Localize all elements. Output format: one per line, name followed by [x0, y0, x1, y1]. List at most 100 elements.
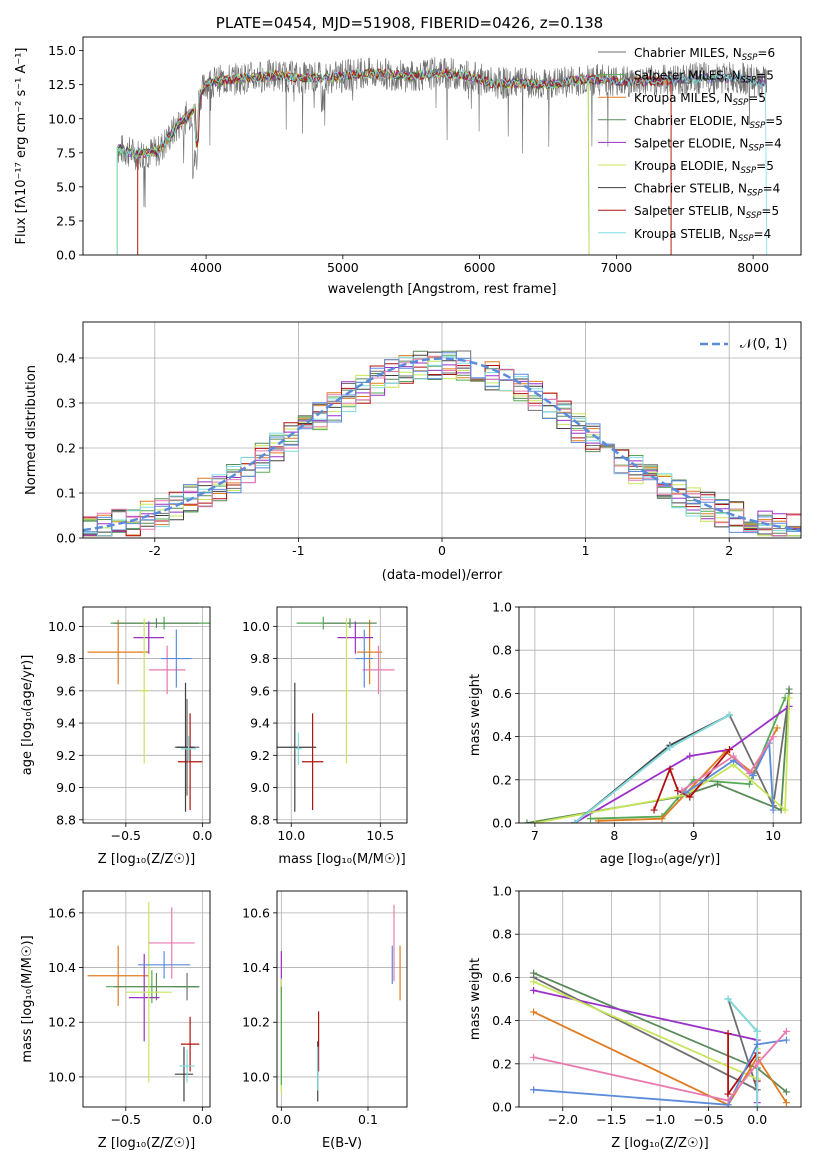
y-tick-label: 10.0	[48, 1069, 76, 1084]
plot-area	[277, 891, 407, 1107]
y-tick-label: 10.0	[48, 111, 76, 126]
error-bar	[180, 735, 197, 762]
x-tick-label: −1.0	[645, 1112, 675, 1127]
x-axis-label: Z [log₁₀(Z/Z☉)]	[98, 852, 195, 867]
weight-marker	[678, 787, 686, 795]
x-tick-label: 0.0	[192, 828, 212, 843]
y-tick-label: 0.0	[56, 248, 76, 263]
weight-marker	[769, 806, 777, 814]
y-tick-label: 10.2	[242, 1015, 270, 1030]
y-tick-label: 0.2	[56, 441, 76, 456]
y-axis-label: mass weight	[468, 958, 483, 1040]
y-tick-label: 9.4	[250, 716, 270, 731]
model-spectrum-line	[137, 68, 672, 255]
weight-marker	[666, 765, 674, 773]
y-tick-label: 10.2	[48, 1015, 76, 1030]
x-tick-label: -1	[292, 543, 304, 558]
error-bar	[277, 682, 317, 812]
weight-marker	[658, 815, 666, 823]
plot-area	[519, 891, 801, 1107]
y-tick-label: 12.5	[48, 77, 76, 92]
error-bar	[323, 618, 377, 628]
model-spectrum-line	[116, 68, 768, 255]
x-tick-label: −2.0	[548, 1112, 578, 1127]
legend-name: Salpeter MILES	[634, 69, 724, 83]
x-tick-label: 8	[610, 828, 618, 843]
model-spectrum-line	[137, 67, 672, 255]
weight-line	[574, 705, 790, 823]
x-axis-label: age [log₁₀(age/yr)]	[600, 852, 721, 867]
legend-name: Kroupa ELODIE	[634, 159, 724, 173]
weight-marker	[749, 771, 757, 779]
error-bar	[176, 682, 195, 812]
legend-nssp: 4	[773, 182, 781, 196]
y-tick-label: 10.0	[242, 1069, 270, 1084]
weight-marker	[781, 806, 789, 814]
y-tick-label: 0.6	[492, 970, 512, 985]
error-bar	[138, 951, 191, 979]
y-tick-label: 8.8	[250, 812, 270, 827]
error-bar	[125, 901, 172, 1083]
y-tick-label: 9.0	[250, 780, 270, 795]
legend-entry: Salpeter MILES, NSSP=5	[634, 69, 774, 86]
weight-marker	[745, 769, 753, 777]
legend-nssp: 4	[774, 136, 782, 150]
histogram-line	[83, 352, 801, 534]
error-bar	[301, 713, 324, 811]
legend-entry: Chabrier MILES, NSSP=6	[634, 46, 775, 63]
error-bar	[179, 1049, 195, 1083]
y-tick-label: 0.6	[492, 686, 512, 701]
x-tick-label: 10	[765, 828, 781, 843]
error-bar	[148, 907, 195, 979]
legend-entry: Salpeter ELODIE, NSSP=4	[634, 136, 782, 153]
weight-line	[681, 736, 774, 792]
weight-line	[533, 1030, 788, 1102]
chart-massweight-vs-age: 7 8 9 10 0.0 0.2 0.4 0.6 0.8 1.0 age [log₁₀(age/yr…	[468, 600, 802, 867]
axes-frame	[82, 606, 211, 824]
weight-marker	[682, 789, 690, 797]
y-tick-label: 9.6	[56, 683, 76, 698]
legend-nssp: 5	[771, 204, 779, 218]
error-bar	[148, 645, 186, 695]
chart-age-vs-Z: −0.5 0.0 8.8 9.0 9.2 9.4 9.6 9.8 10.0 Z [log₁₀(Z/…	[20, 606, 212, 867]
error-bar	[113, 973, 200, 1001]
y-tick-label: 10.0	[242, 619, 270, 634]
y-tick-label: 10.0	[48, 619, 76, 634]
x-axis-label: Z [log₁₀(Z/Z☉)]	[98, 1136, 195, 1151]
legend-name: Kroupa MILES	[634, 91, 716, 105]
weight-marker	[753, 1060, 761, 1068]
weight-marker	[724, 1090, 732, 1098]
model-spectrum-line	[116, 68, 590, 255]
y-tick-label: 0.4	[56, 351, 76, 366]
y-tick-label: 0.2	[492, 772, 512, 787]
y-tick-label: 9.6	[250, 683, 270, 698]
plot-area	[83, 891, 210, 1107]
weight-marker	[753, 1027, 761, 1035]
weight-marker	[686, 752, 694, 760]
error-bar	[161, 629, 192, 688]
y-axis-label: Normed distribution	[24, 365, 39, 495]
axes-frame	[276, 606, 408, 824]
x-tick-label: -2	[149, 543, 161, 558]
weight-marker	[586, 815, 594, 823]
y-tick-label: 10.4	[242, 960, 270, 975]
weight-marker	[530, 969, 538, 977]
x-tick-label: 7	[531, 828, 539, 843]
x-tick-label: 0.0	[192, 1112, 212, 1127]
y-tick-label: 8.8	[56, 812, 76, 827]
error-bar	[113, 618, 200, 628]
weight-marker	[729, 752, 737, 760]
error-bar	[128, 953, 160, 1042]
y-tick-label: 0.0	[492, 1100, 512, 1115]
y-tick-label: 1.0	[492, 884, 512, 899]
weight-marker	[745, 780, 753, 788]
x-axis-label: mass [log₁₀(M/M☉)]	[278, 852, 405, 867]
error-bar	[139, 618, 149, 764]
x-tick-label: 8000	[737, 260, 769, 275]
chart-massweight-vs-Z: −2.0 −1.5 −1.0 −0.5 0.0 0.0 0.2 0.4 0.6 0.8 1.0 Z […	[468, 884, 802, 1151]
x-tick-label: 0.1	[358, 1112, 378, 1127]
weight-marker	[769, 733, 777, 741]
x-tick-label: −0.5	[111, 1112, 141, 1127]
x-tick-label: 4000	[190, 260, 222, 275]
